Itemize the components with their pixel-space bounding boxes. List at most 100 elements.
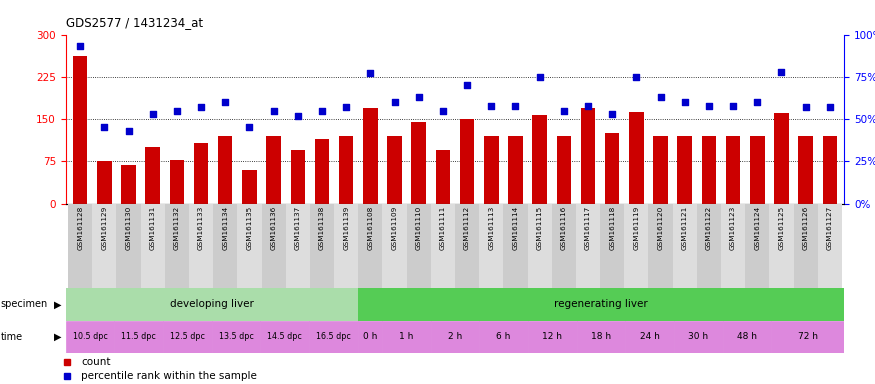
Bar	[315, 139, 329, 204]
Bar	[577, 321, 626, 353]
Bar	[702, 136, 717, 204]
Bar	[726, 136, 740, 204]
Point	[556, 108, 570, 114]
Text: GSM161133: GSM161133	[198, 206, 204, 250]
Bar	[115, 321, 163, 353]
Point	[702, 103, 716, 109]
Bar	[266, 136, 281, 204]
Bar	[242, 170, 256, 204]
Point	[533, 74, 547, 80]
Text: GSM161121: GSM161121	[682, 206, 688, 250]
Bar	[552, 204, 576, 288]
Text: GSM161137: GSM161137	[295, 206, 301, 250]
Point	[170, 108, 184, 114]
Bar	[122, 165, 136, 204]
Bar	[141, 204, 164, 288]
Bar	[66, 288, 358, 321]
Bar	[696, 204, 721, 288]
Point	[388, 99, 402, 105]
Text: GSM161119: GSM161119	[634, 206, 640, 250]
Bar	[310, 204, 334, 288]
Text: GSM161138: GSM161138	[319, 206, 325, 250]
Bar	[261, 321, 309, 353]
Bar	[654, 136, 668, 204]
Bar	[189, 204, 214, 288]
Bar	[556, 136, 571, 204]
Point	[242, 124, 256, 131]
Text: GSM161139: GSM161139	[343, 206, 349, 250]
Text: GDS2577 / 1431234_at: GDS2577 / 1431234_at	[66, 16, 203, 29]
Text: GSM161109: GSM161109	[391, 206, 397, 250]
Bar	[460, 119, 474, 204]
Bar	[193, 143, 208, 204]
Bar	[309, 321, 358, 353]
Bar	[629, 112, 644, 204]
Point	[484, 103, 498, 109]
Bar	[626, 321, 674, 353]
Bar	[411, 122, 426, 204]
Bar	[723, 321, 772, 353]
Point	[146, 111, 160, 117]
Bar	[818, 204, 842, 288]
Point	[412, 94, 426, 100]
Bar	[430, 321, 480, 353]
Bar	[624, 204, 648, 288]
Point	[629, 74, 643, 80]
Bar	[358, 321, 382, 353]
Bar	[532, 114, 547, 204]
Text: 72 h: 72 h	[798, 333, 818, 341]
Bar	[214, 204, 237, 288]
Bar	[455, 204, 480, 288]
Point	[194, 104, 208, 110]
Bar	[237, 204, 262, 288]
Bar	[68, 204, 92, 288]
Bar	[339, 136, 354, 204]
Bar	[798, 136, 813, 204]
Bar	[407, 204, 430, 288]
Text: GSM161123: GSM161123	[730, 206, 736, 250]
Point	[799, 104, 813, 110]
Bar	[648, 204, 673, 288]
Bar	[97, 161, 112, 204]
Text: GSM161125: GSM161125	[779, 206, 785, 250]
Point	[315, 108, 329, 114]
Text: 6 h: 6 h	[496, 333, 511, 341]
Bar	[480, 321, 528, 353]
Text: 48 h: 48 h	[737, 333, 757, 341]
Bar	[528, 321, 577, 353]
Text: developing liver: developing liver	[170, 299, 254, 310]
Text: count: count	[81, 357, 111, 367]
Point	[678, 99, 692, 105]
Bar	[212, 321, 261, 353]
Bar	[480, 204, 503, 288]
Text: 18 h: 18 h	[591, 333, 611, 341]
Point	[508, 103, 522, 109]
Point	[436, 108, 450, 114]
Bar	[163, 321, 212, 353]
Point	[267, 108, 281, 114]
Bar	[290, 150, 305, 204]
Point	[822, 104, 836, 110]
Text: GSM161135: GSM161135	[247, 206, 252, 250]
Bar	[436, 150, 450, 204]
Text: GSM161131: GSM161131	[150, 206, 156, 250]
Bar	[677, 136, 692, 204]
Bar	[750, 136, 765, 204]
Bar	[116, 204, 141, 288]
Bar	[772, 321, 844, 353]
Text: percentile rank within the sample: percentile rank within the sample	[81, 371, 257, 381]
Bar	[170, 160, 184, 204]
Point	[218, 99, 232, 105]
Point	[97, 124, 111, 131]
Text: 0 h: 0 h	[362, 333, 377, 341]
Text: GSM161112: GSM161112	[464, 206, 470, 250]
Bar	[430, 204, 455, 288]
Bar	[218, 136, 233, 204]
Point	[606, 111, 620, 117]
Point	[74, 43, 88, 50]
Bar	[388, 136, 402, 204]
Bar	[286, 204, 310, 288]
Bar	[363, 108, 378, 204]
Text: ▶: ▶	[53, 332, 61, 342]
Bar	[358, 204, 382, 288]
